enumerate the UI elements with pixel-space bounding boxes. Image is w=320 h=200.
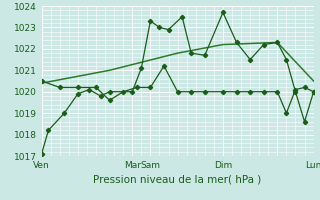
X-axis label: Pression niveau de la mer( hPa ): Pression niveau de la mer( hPa ) — [93, 174, 262, 184]
